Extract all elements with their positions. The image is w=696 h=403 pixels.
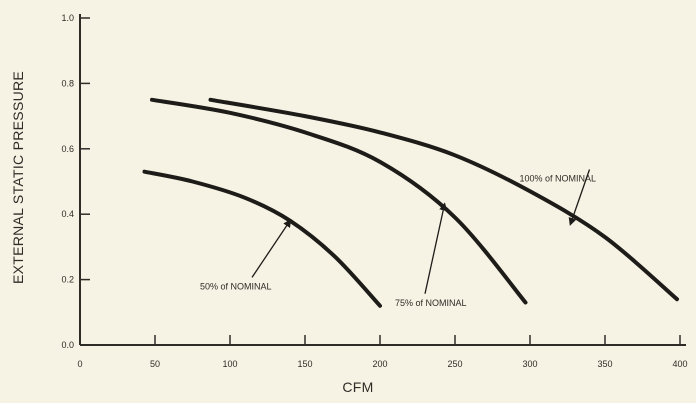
curve-75-percent-nominal (150, 97, 528, 305)
y-tick-label-0-8: 0.8 (61, 78, 74, 88)
y-axis-title: EXTERNAL STATIC PRESSURE (10, 71, 26, 284)
curve-50-percent-nominal (142, 169, 382, 308)
curve-label-0: 50% of NOMINAL (200, 281, 272, 291)
x-tick-label-50: 50 (150, 359, 160, 369)
y-tick-label-0-2: 0.2 (61, 275, 74, 285)
x-tick-label-100: 100 (222, 359, 237, 369)
x-tick-label-400: 400 (672, 359, 687, 369)
x-tick-label-150: 150 (297, 359, 312, 369)
curve-100-percent-nominal (208, 97, 679, 302)
curve-label-arrow-0 (251, 219, 292, 278)
y-tick-label-0-4: 0.4 (61, 209, 74, 219)
x-tick-label-350: 350 (597, 359, 612, 369)
x-tick-label-300: 300 (522, 359, 537, 369)
y-tick-label-0: 0.0 (61, 340, 74, 350)
curve-label-1: 75% of NOMINAL (395, 298, 467, 308)
x-tick-label-0: 0 (77, 359, 82, 369)
y-tick-label-0-6: 0.6 (61, 144, 74, 154)
x-tick-label-250: 250 (447, 359, 462, 369)
curve-label-2: 100% of NOMINAL (520, 174, 597, 184)
x-tick-label-200: 200 (372, 359, 387, 369)
curve-label-arrow-2 (568, 169, 591, 226)
y-tick-label-1: 1.0 (61, 13, 74, 23)
curve-label-arrow-1 (424, 202, 448, 294)
x-axis-title: CFM (342, 379, 373, 395)
